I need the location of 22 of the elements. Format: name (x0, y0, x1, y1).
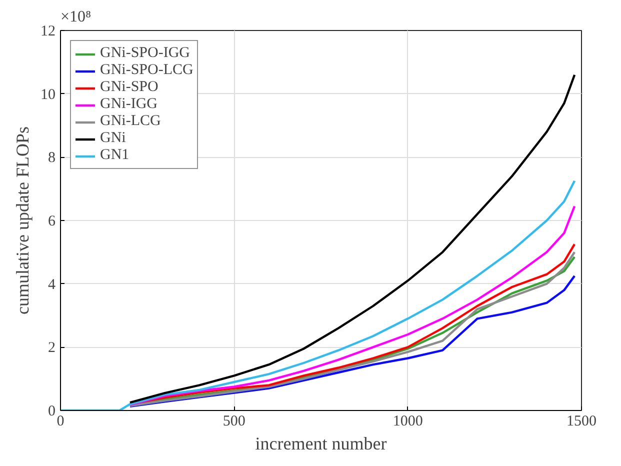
legend-label: GN1 (100, 147, 130, 164)
x-tick-label: 1000 (392, 414, 423, 430)
legend-label: GNi-IGG (100, 96, 158, 113)
y-tick-label: 0 (48, 404, 56, 420)
x-tick-label: 500 (222, 414, 246, 430)
line-series (60, 180, 576, 410)
legend-label: GNi-SPO-IGG (100, 45, 190, 62)
y-tick-label: 12 (40, 24, 56, 40)
legend-label: GNi-SPO-LCG (100, 62, 194, 79)
y-tick-label: 2 (48, 340, 56, 356)
y-axis-title: cumulative update FLOPs (12, 126, 32, 314)
legend-label: GNi (100, 130, 126, 147)
y-tick-label: 6 (48, 214, 56, 230)
text: ×10⁸ (60, 8, 92, 26)
y-tick-label: 4 (48, 276, 56, 293)
x-axis-title: increment number (255, 434, 387, 454)
line-series (128, 205, 576, 406)
legend-label: GNi-SPO (100, 79, 158, 96)
x-tick-label: 1500 (566, 414, 596, 430)
legend-label: GNi-LCG (100, 113, 161, 130)
y-tick-label: 10 (40, 86, 56, 103)
y-tick-label: 8 (48, 150, 56, 166)
